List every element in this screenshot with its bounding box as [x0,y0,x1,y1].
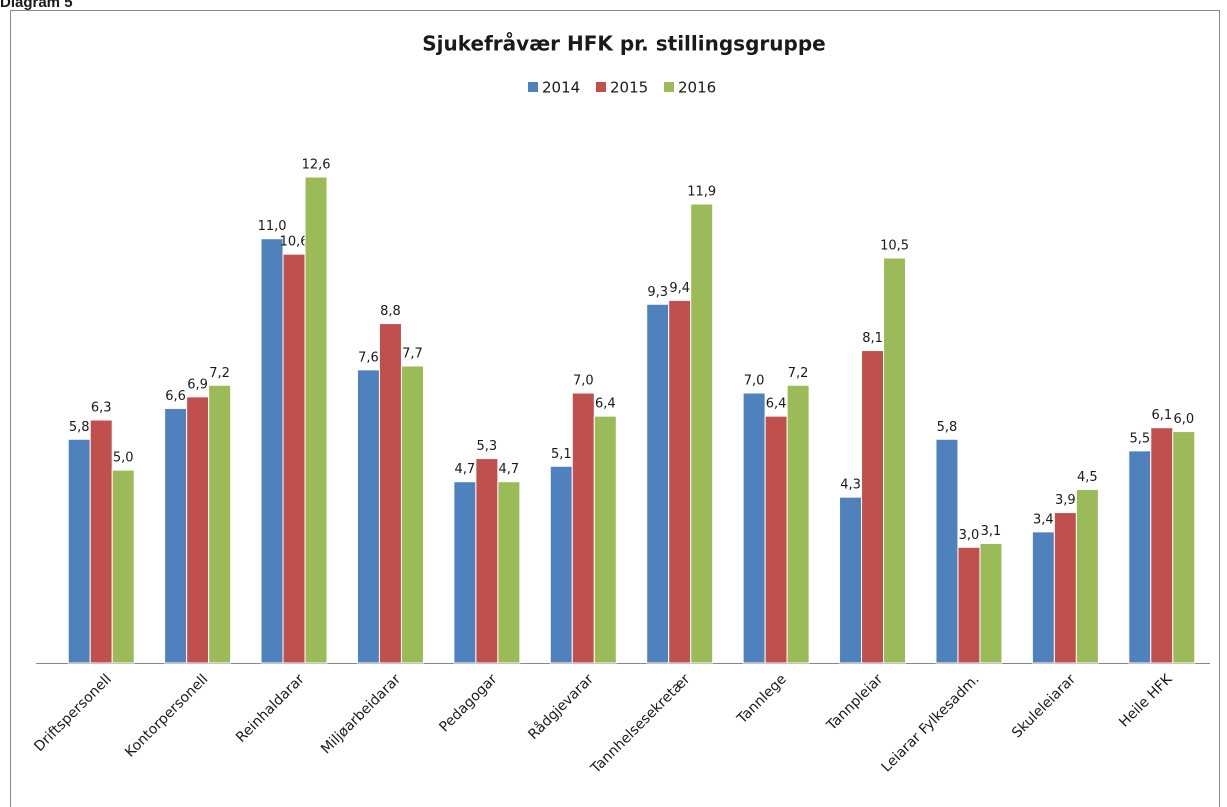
bar [475,458,499,664]
value-label: 7,2 [788,366,809,381]
x-tick-label: Heile HFK [1116,671,1176,731]
legend-label: 2014 [542,79,580,97]
x-tick-label: Pedagogar [436,671,500,735]
bar [208,384,232,664]
bar [1150,427,1174,664]
bar [400,365,424,664]
bar [883,257,907,664]
value-label: 4,5 [1077,470,1098,485]
bar [1075,488,1099,664]
value-label: 8,1 [862,331,883,346]
bar [957,546,981,664]
value-label: 6,3 [91,401,112,416]
bar [593,415,617,664]
value-label: 5,5 [1129,431,1150,446]
bar [1128,450,1152,664]
legend-label: 2015 [610,79,648,97]
bar [861,350,885,664]
legend-swatch [664,82,674,92]
value-label: 9,3 [647,285,668,300]
x-tick-label: Leiarar Fylkesadm. [879,671,983,775]
bar [690,203,714,664]
value-label: 7,0 [744,374,765,389]
bar [571,392,595,664]
bar [304,176,328,664]
bar [164,407,188,664]
caption: Diagram 5 [0,0,73,11]
x-tick-label: Tannlege [734,671,790,727]
bar [186,396,210,664]
value-label: 7,0 [573,374,594,389]
value-label: 3,9 [1055,493,1076,508]
bar [668,299,692,664]
bar [111,469,135,664]
value-label: 8,8 [380,304,401,319]
x-tick-label: Miljøarbeidarar [318,671,404,757]
value-label: 10,5 [880,239,909,254]
value-label: 4,3 [840,478,861,493]
bar [742,392,766,664]
value-label: 7,7 [402,347,423,362]
value-label: 6,4 [766,397,787,412]
value-label: 3,0 [959,528,980,543]
x-tick-label: Driftspersonell [31,671,115,755]
bar [764,415,788,664]
bar [89,419,113,664]
value-label: 6,4 [595,397,616,412]
bar [1031,531,1055,664]
value-label: 11,0 [258,219,287,234]
value-label: 11,9 [687,185,716,200]
x-tick-label: Tannpleiar [823,671,886,734]
legend-label: 2016 [678,79,716,97]
x-tick-label: Rådgjevarar [525,670,597,742]
bar [549,465,573,664]
chart-title: Sjukefråvær HFK pr. stillingsgruppe [422,32,825,56]
value-label: 5,0 [113,451,134,466]
value-label: 6,1 [1151,408,1172,423]
value-label: 5,3 [477,439,498,454]
bar [282,253,306,664]
chart-border [10,10,1220,807]
value-label: 6,9 [187,377,208,392]
bar [356,369,380,664]
x-tick-label: Skuleleiarar [1009,671,1079,741]
bar [1053,512,1077,664]
bar [1172,431,1196,664]
value-label: 4,7 [455,462,476,477]
value-label: 7,6 [358,350,379,365]
x-tick-label: Reinhaldarar [233,671,308,746]
value-label: 4,7 [499,462,520,477]
bar [935,438,959,664]
bar [786,384,810,664]
bar [67,438,91,664]
bar [839,496,863,664]
value-label: 5,8 [69,420,90,435]
x-tick-label: Tannhelsesekretær [587,671,693,777]
x-tick-label: Kontorpersonell [122,671,211,760]
bar [497,481,521,664]
value-label: 6,6 [165,389,186,404]
value-label: 7,2 [209,366,230,381]
legend-swatch [528,82,538,92]
bar [260,238,284,664]
value-label: 9,4 [669,281,690,296]
value-label: 3,1 [981,524,1002,539]
value-label: 10,6 [280,235,309,250]
bar [453,481,477,664]
legend-swatch [596,82,606,92]
bar [979,542,1003,664]
value-label: 12,6 [302,158,331,173]
value-label: 6,0 [1173,412,1194,427]
bar [646,303,670,664]
value-label: 5,8 [937,420,958,435]
value-label: 3,4 [1033,512,1054,527]
bar [378,323,402,664]
value-label: 5,1 [551,447,572,462]
